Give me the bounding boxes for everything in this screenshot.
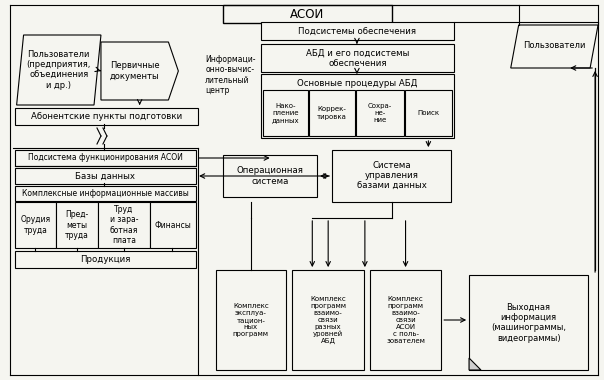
Bar bbox=[216, 270, 286, 370]
Bar bbox=[292, 270, 364, 370]
Bar bbox=[261, 22, 454, 40]
Text: Абонентские пункты подготовки: Абонентские пункты подготовки bbox=[31, 112, 182, 121]
Polygon shape bbox=[469, 358, 481, 370]
Text: Базы данных: Базы данных bbox=[76, 171, 135, 180]
Bar bbox=[261, 74, 454, 138]
Bar bbox=[150, 202, 196, 248]
Text: Система
управления
базами данных: Система управления базами данных bbox=[357, 161, 426, 191]
Bar bbox=[14, 251, 196, 268]
Text: Первичные
документы: Первичные документы bbox=[110, 61, 159, 81]
Text: Поиск: Поиск bbox=[417, 110, 440, 116]
Bar bbox=[405, 90, 452, 136]
Bar bbox=[223, 155, 317, 197]
Text: Орудия
труда: Орудия труда bbox=[21, 215, 51, 235]
Text: Подсистемы обеспечения: Подсистемы обеспечения bbox=[298, 27, 416, 35]
Text: Нако-
пление
данных: Нако- пление данных bbox=[272, 103, 300, 123]
Bar bbox=[469, 275, 588, 370]
Text: Коррек-
тировка: Коррек- тировка bbox=[317, 106, 347, 119]
Bar bbox=[309, 90, 355, 136]
Polygon shape bbox=[17, 35, 101, 105]
Bar bbox=[14, 108, 198, 125]
Bar bbox=[356, 90, 403, 136]
Bar bbox=[14, 168, 196, 184]
Text: Пользователи: Пользователи bbox=[523, 41, 585, 51]
Bar bbox=[223, 5, 391, 23]
Text: АБД и его подсистемы
обеспечения: АБД и его подсистемы обеспечения bbox=[306, 48, 409, 68]
Bar bbox=[370, 270, 442, 370]
Text: Комплексные информационные массивы: Комплексные информационные массивы bbox=[22, 189, 189, 198]
Text: Информаци-
онно-вычис-
лительный
центр: Информаци- онно-вычис- лительный центр bbox=[205, 55, 255, 95]
Text: Труд
и зара-
ботная
плата: Труд и зара- ботная плата bbox=[109, 205, 138, 245]
Text: Операционная
система: Операционная система bbox=[237, 166, 304, 186]
Bar bbox=[261, 44, 454, 72]
Text: Сохра-
не-
ние: Сохра- не- ние bbox=[368, 103, 392, 123]
Text: Выходная
информация
(машинограммы,
видеограммы): Выходная информация (машинограммы, видео… bbox=[491, 302, 566, 343]
Bar bbox=[56, 202, 98, 248]
Bar bbox=[332, 150, 451, 202]
Bar bbox=[98, 202, 150, 248]
Polygon shape bbox=[511, 25, 598, 68]
Text: Финансы: Финансы bbox=[155, 220, 191, 230]
Bar bbox=[14, 150, 196, 166]
Text: Пред-
меты
труда: Пред- меты труда bbox=[65, 210, 89, 240]
Polygon shape bbox=[101, 42, 178, 100]
Bar bbox=[263, 90, 308, 136]
Text: Комплекс
программ
взаимо-
связи
разных
уровней
АБД: Комплекс программ взаимо- связи разных у… bbox=[310, 296, 346, 344]
Text: Продукция: Продукция bbox=[80, 255, 130, 264]
Bar bbox=[14, 202, 56, 248]
Text: АСОИ: АСОИ bbox=[290, 8, 324, 21]
Bar bbox=[14, 186, 196, 201]
Text: Подсистема функционирования АСОИ: Подсистема функционирования АСОИ bbox=[28, 154, 183, 163]
Text: Комплекс
эксплуа-
тацион-
ных
программ: Комплекс эксплуа- тацион- ных программ bbox=[233, 303, 269, 337]
Text: Основные процедуры АБД: Основные процедуры АБД bbox=[297, 79, 417, 88]
Text: Комплекс
программ
взаимо-
связи
АСОИ
с поль-
зователем: Комплекс программ взаимо- связи АСОИ с п… bbox=[386, 296, 425, 344]
Text: Пользователи
(предприятия,
объединения
и др.): Пользователи (предприятия, объединения и… bbox=[27, 50, 91, 90]
